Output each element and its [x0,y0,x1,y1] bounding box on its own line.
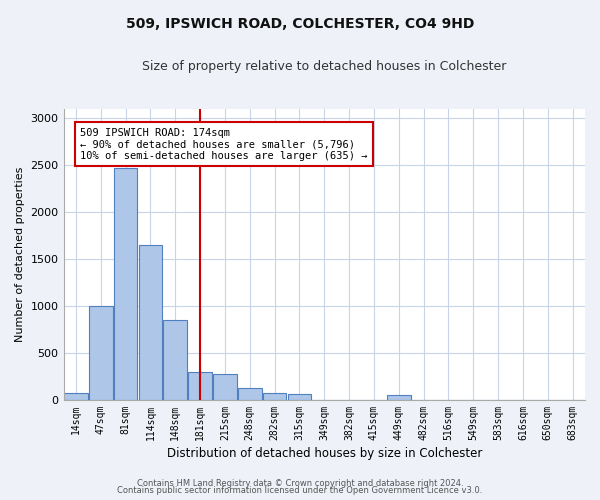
Bar [263,394,286,400]
Bar [139,245,162,400]
Text: 509, IPSWICH ROAD, COLCHESTER, CO4 9HD: 509, IPSWICH ROAD, COLCHESTER, CO4 9HD [126,18,474,32]
Bar [213,374,237,400]
Bar [238,388,262,400]
Bar [188,372,212,400]
Text: Contains HM Land Registry data © Crown copyright and database right 2024.: Contains HM Land Registry data © Crown c… [137,478,463,488]
Bar [89,306,113,400]
Bar [114,168,137,400]
Bar [387,395,410,400]
Y-axis label: Number of detached properties: Number of detached properties [15,166,25,342]
Bar [64,393,88,400]
Bar [287,394,311,400]
X-axis label: Distribution of detached houses by size in Colchester: Distribution of detached houses by size … [167,447,482,460]
Bar [163,320,187,400]
Title: Size of property relative to detached houses in Colchester: Size of property relative to detached ho… [142,60,506,73]
Text: Contains public sector information licensed under the Open Government Licence v3: Contains public sector information licen… [118,486,482,495]
Text: 509 IPSWICH ROAD: 174sqm
← 90% of detached houses are smaller (5,796)
10% of sem: 509 IPSWICH ROAD: 174sqm ← 90% of detach… [80,128,368,161]
